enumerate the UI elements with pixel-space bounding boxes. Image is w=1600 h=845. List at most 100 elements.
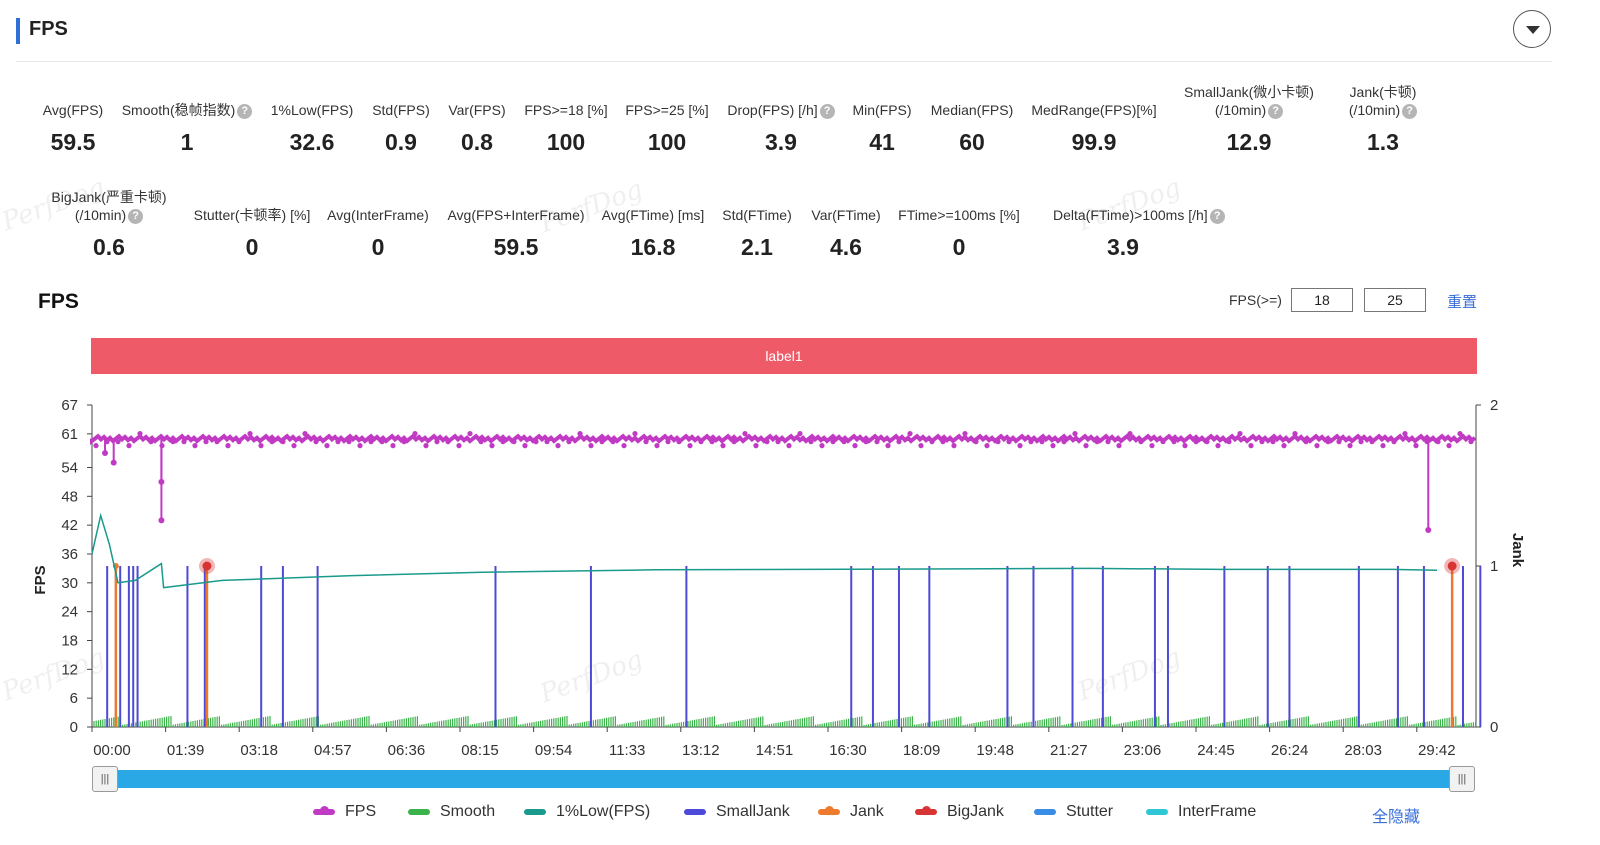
fps-point [610, 439, 616, 445]
help-icon[interactable]: ? [819, 103, 835, 119]
fps-point [280, 439, 286, 445]
fps-point [1336, 439, 1342, 445]
y2-tick-label: 2 [1490, 397, 1498, 414]
metric-label-text: Std(FPS) [372, 102, 430, 118]
fps-point [335, 439, 341, 445]
help-icon[interactable]: ? [1268, 103, 1284, 119]
fps-point [412, 431, 418, 437]
metric-label: MedRange(FPS)[%] [1024, 101, 1164, 119]
fps-point [742, 431, 748, 437]
fps-point [984, 443, 990, 449]
metric-label-text: Avg(FPS) [42, 102, 104, 118]
fps-point [214, 439, 220, 445]
metric-label-text: Jank(卡顿) [1349, 84, 1417, 100]
y-tick-label: 42 [61, 517, 78, 534]
metric-label-text: Delta(FTime)>100ms [/h] [1053, 207, 1208, 223]
fps-point [456, 443, 462, 449]
fps-point [346, 439, 352, 445]
metric-label-text: Avg(FPS+InterFrame) [447, 207, 585, 223]
metric-card: 1%Low(FPS) 32.6 [242, 101, 382, 156]
metric-label-text: Std(FTime) [722, 207, 792, 223]
series-smooth [93, 716, 1477, 727]
fps-point [158, 517, 165, 524]
metric-label-text: Stutter(卡顿率) [%] [193, 207, 311, 223]
y-tick-label: 67 [61, 397, 78, 414]
fps-point [115, 439, 121, 445]
x-tick-label: 01:39 [167, 742, 205, 759]
fps-point [1171, 439, 1177, 445]
fps-point [1138, 439, 1144, 445]
metric-label: Avg(FTime) [ms] [583, 206, 723, 224]
metric-label: Smooth(稳帧指数)? [117, 101, 257, 119]
fps-point [1281, 443, 1287, 449]
fps-point [588, 443, 594, 449]
label-band[interactable]: label1 [91, 338, 1477, 374]
metric-value: 4.6 [830, 234, 862, 260]
metric-value: 0.9 [385, 129, 417, 155]
fps-point [1457, 431, 1463, 437]
fps-point [819, 443, 825, 449]
fps-point [467, 431, 473, 437]
zoom-slider-left-handle[interactable]: ||| [92, 766, 118, 792]
zoom-slider-right-handle[interactable]: ||| [1449, 766, 1475, 792]
y-tick-label: 61 [61, 426, 78, 443]
fps-point [709, 439, 715, 445]
metric-label: Var(FTime) [776, 206, 916, 224]
fps-point [522, 443, 528, 449]
metric-label-unit: (/10min) [1348, 102, 1401, 118]
metric-card: Drop(FPS) [/h]? 3.9 [711, 101, 851, 156]
legend-item[interactable]: Stutter [1034, 803, 1174, 823]
metric-value: 99.9 [1071, 129, 1117, 155]
fps-point [302, 431, 308, 437]
metric-card: Std(FTime) 2.1 [687, 206, 827, 261]
bigjank-point [1447, 561, 1457, 571]
x-tick-label: 29:42 [1418, 742, 1456, 759]
legend-item[interactable]: SmallJank [684, 803, 824, 823]
fps-point [1435, 439, 1441, 445]
metric-label: FTime>=100ms [%] [889, 206, 1029, 224]
fps-point [1358, 439, 1364, 445]
fps-point [324, 443, 330, 449]
legend-item[interactable]: 1%Low(FPS) [524, 803, 664, 823]
fps-point [1402, 431, 1408, 437]
legend-item[interactable]: BigJank [915, 803, 1055, 823]
legend-label: FPS [345, 803, 377, 820]
metric-value: 16.8 [630, 234, 676, 260]
collapse-toggle-icon[interactable] [1513, 10, 1551, 48]
fps-point [577, 431, 583, 437]
legend-swatch [1034, 809, 1056, 815]
fps-point [368, 439, 374, 445]
help-icon[interactable]: ? [237, 103, 253, 119]
fps-point [1028, 439, 1034, 445]
legend-label: Jank [850, 803, 884, 820]
legend-item[interactable]: Jank [818, 803, 958, 823]
fps-point [1446, 443, 1452, 449]
metric-value: 60 [959, 129, 985, 155]
legend-item[interactable]: FPS [313, 803, 453, 823]
fps-point [1303, 439, 1309, 445]
fps-point [753, 443, 759, 449]
reset-button[interactable]: 重置 [1447, 294, 1478, 311]
x-tick-label: 23:06 [1124, 742, 1162, 759]
x-tick-label: 14:51 [756, 742, 794, 759]
metric-card: Avg(InterFrame) 0 [308, 206, 448, 261]
zoom-slider-track[interactable] [93, 770, 1475, 788]
help-icon[interactable]: ? [128, 208, 144, 224]
threshold-input-2[interactable] [1364, 288, 1426, 312]
help-icon[interactable]: ? [1402, 103, 1418, 119]
help-icon[interactable]: ? [1209, 208, 1225, 224]
fps-point [192, 443, 198, 449]
fps-point [1325, 439, 1331, 445]
hide-all-button[interactable]: 全隐藏 [1372, 809, 1421, 826]
metric-label-unit: (/10min) [1214, 102, 1267, 118]
threshold-input-1[interactable] [1291, 288, 1353, 312]
fps-point [995, 439, 1001, 445]
legend-item[interactable]: Smooth [408, 803, 548, 823]
legend-dot [825, 806, 834, 815]
y-tick-label: 6 [70, 690, 78, 707]
legend-item[interactable]: InterFrame [1146, 803, 1286, 823]
metric-card: Delta(FTime)>100ms [/h]? 3.9 [1053, 206, 1225, 261]
metric-label-text: Drop(FPS) [/h] [727, 102, 818, 118]
fps-point [764, 439, 770, 445]
